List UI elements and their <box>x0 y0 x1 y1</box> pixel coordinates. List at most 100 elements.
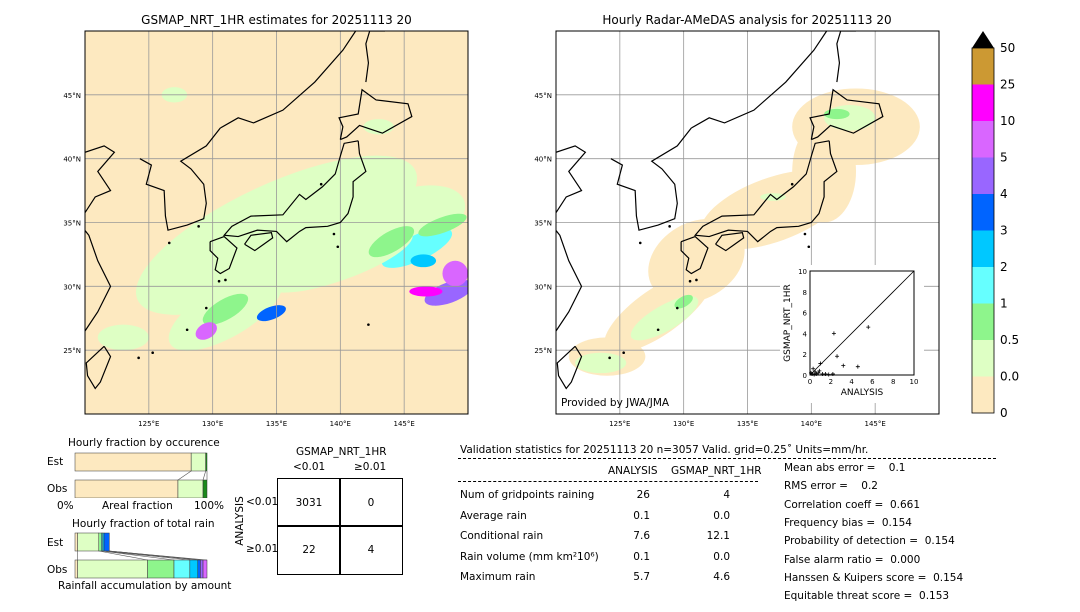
obs-bar-segment <box>173 559 191 579</box>
colorbar-segment <box>972 121 994 158</box>
connector-line <box>98 550 148 561</box>
scatter-point <box>831 331 836 336</box>
map-content <box>85 31 468 414</box>
x-tick-label: 0 <box>808 378 812 386</box>
map-frame <box>555 30 940 415</box>
lat-tick-label: 25°N <box>63 347 81 355</box>
rain-area <box>442 260 468 287</box>
colorbar-segment <box>972 157 994 194</box>
est-bar-segment <box>77 532 100 552</box>
coastline <box>365 31 386 83</box>
map-frame <box>84 30 469 415</box>
scatter-xlabel: ANALYSIS <box>841 388 884 398</box>
y-tick-label: 2 <box>803 351 807 359</box>
island <box>336 245 340 249</box>
scatter-point <box>816 370 821 375</box>
colorbar-extend-arrow <box>972 31 994 48</box>
est-bar-segment <box>103 532 110 552</box>
obs-bar-segment <box>177 479 204 498</box>
rain-area <box>700 169 846 250</box>
island <box>675 306 679 310</box>
row2-label: ≥0.01 <box>246 543 279 555</box>
total-title: Hourly fraction of total rain <box>72 518 215 530</box>
lat-tick-label: 45°N <box>534 92 552 100</box>
island <box>185 328 189 332</box>
contingency-ylabel: ANALYSIS <box>233 496 246 546</box>
obs-bar-segment <box>200 559 204 579</box>
cell-nn: 3031 <box>277 478 341 527</box>
tot-est-label: Est <box>47 537 64 549</box>
colorbar-label: 5 <box>1000 151 1008 165</box>
island <box>204 306 208 310</box>
scatter-point <box>835 354 840 359</box>
scatter-point <box>813 369 818 374</box>
island <box>656 328 660 332</box>
colorbar-label: 0 <box>1000 406 1008 420</box>
stat-gsmap: 0.0 <box>713 550 730 563</box>
coastline <box>85 145 116 332</box>
score: Frequency bias = 0.154 <box>784 516 912 529</box>
coastline <box>85 345 112 390</box>
y-tick-label: 8 <box>803 289 807 297</box>
obs-bar-segment <box>189 559 199 579</box>
cell-yy: 4 <box>339 525 403 575</box>
coastline <box>244 232 274 252</box>
colorbar-label: 0.5 <box>1000 333 1019 347</box>
scatter-point <box>814 371 819 376</box>
x-tick-label: 8 <box>891 378 895 386</box>
stat-analysis: 7.6 <box>633 530 650 542</box>
est-bar-segment <box>74 532 78 552</box>
lon-tick-label: 130°E <box>673 420 694 428</box>
colorbar-label: 10 <box>1000 114 1015 128</box>
stat-analysis: 0.1 <box>633 550 650 563</box>
lat-tick-label: 30°N <box>534 283 552 291</box>
lon-tick-label: 130°E <box>202 420 223 428</box>
lon-tick-label: 145°E <box>394 420 415 428</box>
rain-area <box>195 322 217 340</box>
map1-title: GSMAP_NRT_1HR estimates for 20251113 20 <box>141 13 412 27</box>
coastline <box>556 345 583 390</box>
gsmap-map: 125°E 130°E 135°E 140°E 145°E 45°N 40°N 35°N 30°… <box>63 30 469 428</box>
colorbar-segment <box>972 303 994 340</box>
colorbar-segment <box>972 194 994 231</box>
lon-tick-label: 125°E <box>138 420 159 428</box>
stat-label: Average rain <box>460 509 527 522</box>
score: Correlation coeff = 0.661 <box>784 498 920 511</box>
score: Probability of detection = 0.154 <box>784 535 955 548</box>
rain-area <box>410 254 437 268</box>
stat-label: Maximum rain <box>460 571 536 583</box>
colorbar-segment <box>972 376 994 413</box>
stat-analysis: 0.1 <box>633 509 650 522</box>
island <box>688 279 692 283</box>
island <box>807 245 811 249</box>
colorbar-segment <box>972 48 994 85</box>
colorbar-label: 1 <box>1000 297 1008 311</box>
lat-tick-label: 30°N <box>63 283 81 291</box>
colorbar-label: 4 <box>1000 187 1008 201</box>
colorbar-segment <box>972 340 994 377</box>
scatter-ylabel: GSMAP_NRT_1HR <box>783 284 793 362</box>
obs-bar-segment <box>147 559 175 579</box>
x-tick-label: 2 <box>829 378 833 386</box>
score: False alarm ratio = 0.000 <box>784 553 921 566</box>
total-bars <box>74 532 208 579</box>
row1-label: <0.01 <box>246 496 279 508</box>
occurrence-title: Hourly fraction by occurence <box>68 437 220 449</box>
obs-bar-segment <box>202 559 208 579</box>
connector-line <box>101 550 175 561</box>
obs-bar-segment <box>77 559 148 579</box>
connector-line <box>202 470 206 481</box>
occ-xlabel: Areal fraction <box>102 500 173 512</box>
island <box>137 356 140 360</box>
scatter-point <box>817 368 822 373</box>
col-analysis: ANALYSIS <box>608 465 658 477</box>
contingency-title: GSMAP_NRT_1HR <box>296 446 387 458</box>
island <box>167 241 171 245</box>
divider <box>458 458 996 459</box>
score: Mean abs error = 0.1 <box>784 462 906 474</box>
coastline <box>338 88 413 141</box>
score: Hanssen & Kuipers score = 0.154 <box>784 571 964 584</box>
est-bar-segment <box>190 452 206 472</box>
colorbar-segment <box>972 230 994 267</box>
connector-line <box>177 470 192 481</box>
